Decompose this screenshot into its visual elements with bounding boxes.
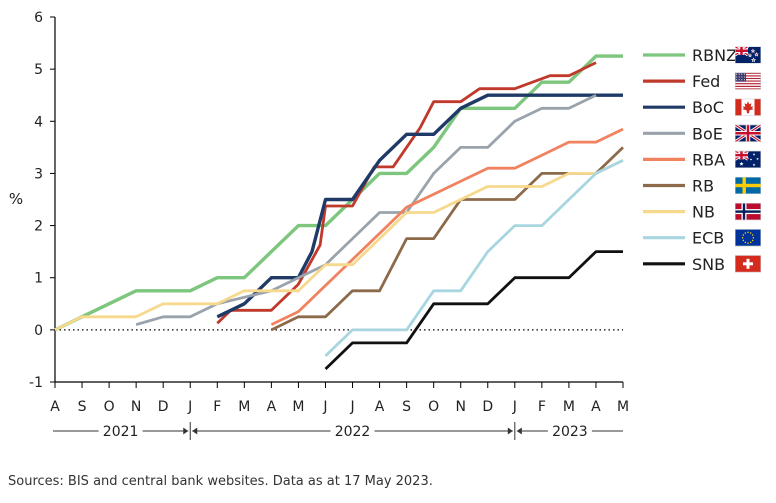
month-label: M [292,399,304,415]
month-label: A [375,399,385,415]
legend-item: RB [643,177,761,196]
month-label: F [538,399,546,415]
month-label: A [50,399,60,415]
month-label: M [238,399,250,415]
month-label: F [213,399,221,415]
y-tick-label: -1 [29,375,43,391]
y-tick-label: 2 [34,219,43,235]
legend-label: RBA [692,150,725,169]
legend-label: RBNZ [692,46,737,65]
australia-flag-icon [735,150,761,168]
y-tick-label: 0 [34,323,43,339]
united-states-flag-icon [735,72,761,90]
legend-item: NB [643,203,761,222]
series-line-boc [216,93,623,319]
month-label: S [402,399,411,415]
legend-item: BoE [643,124,761,143]
legend-item: SNB [643,255,761,274]
european-union-flag-icon [735,229,761,247]
month-label: D [482,399,493,415]
canada-flag-icon [735,98,761,116]
series-line-ecb [324,159,624,357]
series-line-fed [216,61,597,325]
legend-label: BoC [692,98,724,117]
month-label: M [617,399,629,415]
month-label: O [104,399,115,415]
y-tick-label: 4 [34,114,43,130]
legend-item: Fed [643,72,761,91]
new-zealand-flag-icon [735,46,761,64]
month-label: D [158,399,169,415]
series-line-nb [54,159,624,332]
series-line-rbnz [54,54,623,332]
month-label: S [78,399,87,415]
month-label: J [187,399,192,415]
year-label: 2022 [335,424,371,440]
month-label: N [455,399,465,415]
month-label: J [349,399,354,415]
year-label: 2023 [552,424,588,440]
year-arrow-left [507,427,513,435]
legend-label: NB [692,203,715,222]
month-label: N [131,399,141,415]
month-label: M [563,399,575,415]
legend-label: Fed [692,72,720,91]
series-line-boe [135,93,597,326]
sweden-flag-icon [735,177,761,194]
month-label: J [322,399,327,415]
legend-label: SNB [692,255,725,274]
y-tick-label: 5 [34,62,43,78]
legend-item: RBA [643,150,761,169]
year-arrow-right [192,427,198,435]
month-label: J [512,399,517,415]
series-line-rb [270,146,624,332]
y-tick-label: 3 [34,166,43,182]
switzerland-flag-icon [735,255,761,273]
y-axis-label: % [9,190,23,208]
month-label: O [428,399,439,415]
month-label: A [267,399,277,415]
year-arrow-right [516,427,522,435]
legend-label: BoE [692,124,723,143]
series-line-snb [324,250,623,371]
united-kingdom-flag-icon [735,124,761,142]
legend-item: ECB [643,229,761,248]
y-tick-label: 1 [34,271,43,287]
year-arrow-left [183,427,189,435]
y-tick-label: 6 [34,10,43,26]
legend-label: ECB [692,229,724,248]
legend-item: BoC [643,98,761,117]
legend-label: RB [692,177,714,196]
year-label: 2021 [103,424,139,440]
month-label: A [591,399,601,415]
series-line-rba [270,127,624,326]
legend-item: RBNZ [643,46,761,65]
source-note: Sources: BIS and central bank websites. … [8,474,433,489]
norway-flag-icon [735,203,761,221]
